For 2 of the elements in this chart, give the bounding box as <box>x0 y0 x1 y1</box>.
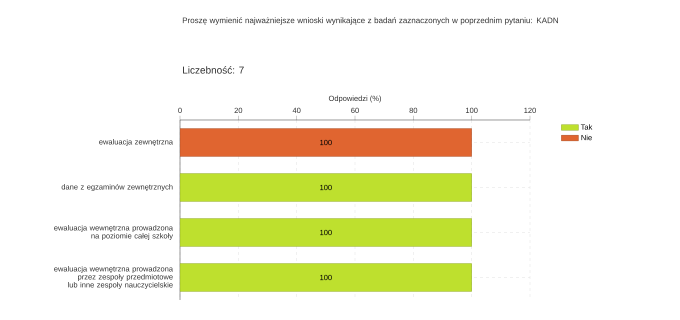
chart-title: Proszę wymienić najważniejsze wnioski wynikające z badań zaznaczonych w poprzednim pytaniu: KADN <box>182 17 558 25</box>
chart-subtitle: Liczebność: 7 <box>183 66 244 74</box>
